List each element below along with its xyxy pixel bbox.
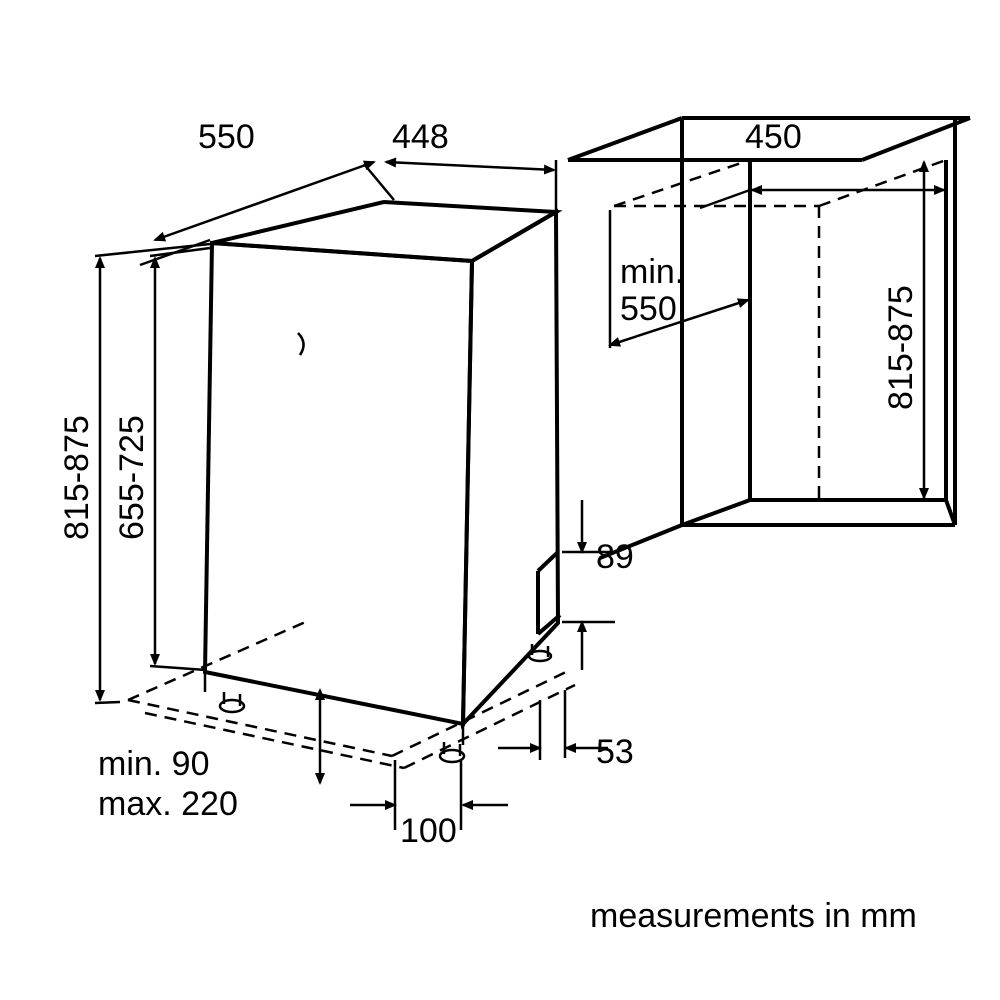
label-450: 450 xyxy=(745,118,802,156)
label-89: 89 xyxy=(596,538,634,576)
dim-width-448: 448 xyxy=(386,118,556,212)
label-815-875-r: 815-875 xyxy=(882,285,920,410)
label-655-725: 655-725 xyxy=(113,415,151,540)
dim-height-655-725: 655-725 xyxy=(113,248,210,670)
dimension-diagram: 550 448 450 min. 550 815-875 655-725 815… xyxy=(0,0,1000,1000)
label-max220: max. 220 xyxy=(98,785,238,823)
dim-cavity-450: 450 xyxy=(700,118,944,208)
dim-height-815-875-right: 815-875 xyxy=(882,162,924,498)
appliance-box xyxy=(205,202,560,745)
label-min90: min. 90 xyxy=(98,745,210,783)
dim-base-100: 100 xyxy=(350,760,508,850)
label-550b: 550 xyxy=(620,290,677,328)
dim-plinth-range: min. 90 max. 220 xyxy=(98,690,320,823)
label-815-875-l: 815-875 xyxy=(58,415,96,540)
label-100: 100 xyxy=(400,812,457,850)
label-53: 53 xyxy=(596,733,634,771)
dim-depth-550: 550 xyxy=(140,118,394,265)
dim-gap-89: 89 xyxy=(562,500,634,670)
dim-cavity-depth-550: min. 550 xyxy=(610,210,748,348)
label-448: 448 xyxy=(392,118,449,156)
dim-gap-53: 53 xyxy=(498,690,634,771)
label-550: 550 xyxy=(198,118,255,156)
footer-text: measurements in mm xyxy=(590,897,917,935)
label-min: min. xyxy=(620,253,684,291)
